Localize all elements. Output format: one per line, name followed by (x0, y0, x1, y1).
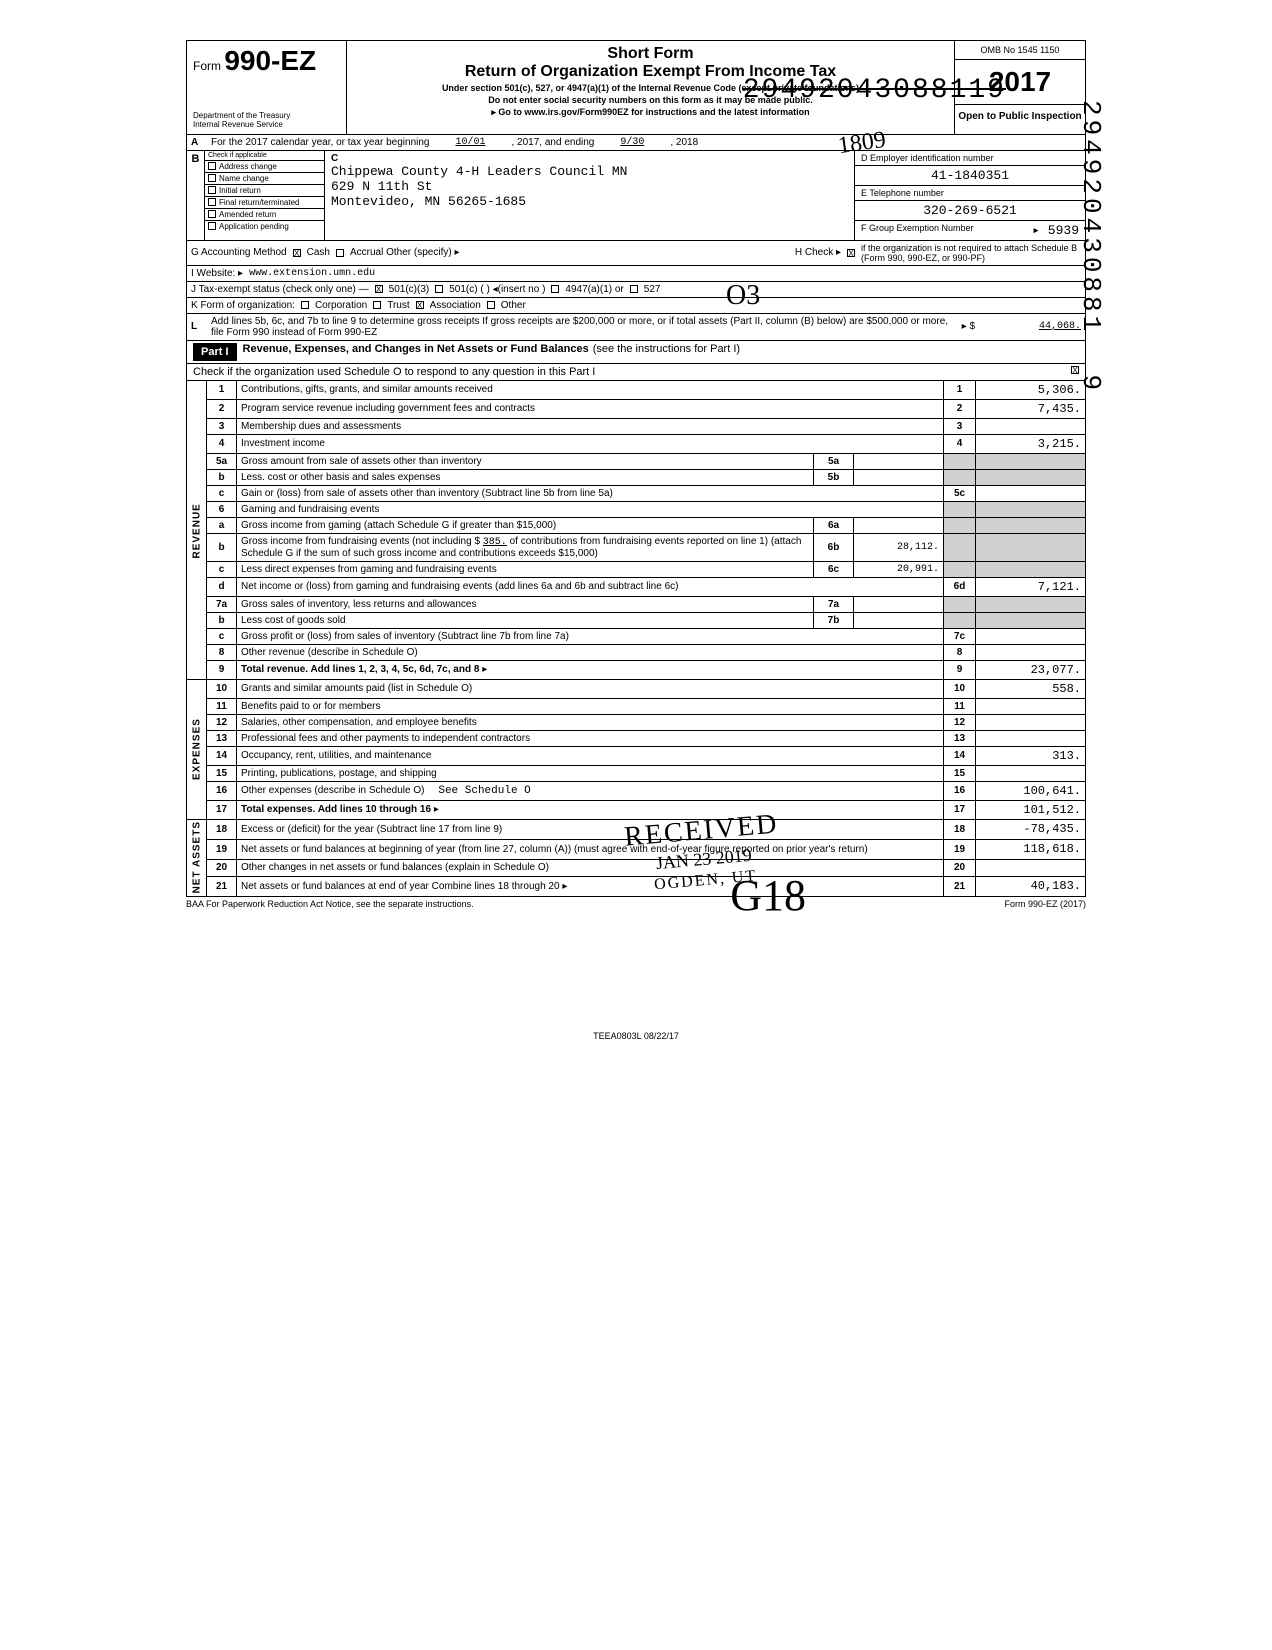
cb-accrual[interactable] (336, 249, 344, 257)
omb-number: OMB No 1545 1150 (955, 41, 1085, 60)
cb-application-pending[interactable]: Application pending (205, 221, 324, 232)
cb-501c[interactable] (435, 285, 443, 293)
line-14: 14Occupancy, rent, utilities, and mainte… (187, 746, 1086, 765)
line-18: NET ASSETS 18Excess or (deficit) for the… (187, 819, 1086, 839)
cb-corp[interactable] (301, 301, 309, 309)
group-exemption: F Group Exemption Number ▸ 5939 (855, 221, 1085, 240)
phone-value[interactable]: 320-269-6521 (855, 201, 1085, 221)
line-16: 16Other expenses (describe in Schedule O… (187, 781, 1086, 800)
right-info-block: D Employer identification number 41-1840… (855, 151, 1085, 240)
line-6c: cLess direct expenses from gaming and fu… (187, 561, 1086, 577)
line-15: 15Printing, publications, postage, and s… (187, 765, 1086, 781)
form-number: Form 990-EZ (193, 45, 340, 77)
line-12: 12Salaries, other compensation, and empl… (187, 714, 1086, 730)
line-6b: bGross income from fundraising events (n… (187, 533, 1086, 561)
title-short-form: Short Form (357, 45, 944, 63)
line-k: K Form of organization: Corporation Trus… (186, 298, 1086, 314)
part1-lines: REVENUE 1 Contributions, gifts, grants, … (186, 381, 1086, 897)
line-6d: dNet income or (loss) from gaming and fu… (187, 577, 1086, 596)
strikethrough-number: 29492043088119 (743, 75, 1006, 106)
cb-cash[interactable] (293, 249, 301, 257)
line-6a: aGross income from gaming (attach Schedu… (187, 517, 1086, 533)
line-2: 2Program service revenue including gover… (187, 399, 1086, 418)
line-4: 4Investment income43,215. (187, 434, 1086, 453)
line-20: 20Other changes in net assets or fund ba… (187, 859, 1086, 876)
line-l: L Add lines 5b, 6c, and 7b to line 9 to … (186, 314, 1086, 341)
line-3: 3Membership dues and assessments3 (187, 418, 1086, 434)
dept-label: Department of the Treasury Internal Reve… (193, 112, 340, 130)
year-end[interactable]: 9/30 (600, 137, 664, 148)
line-7a: 7aGross sales of inventory, less returns… (187, 596, 1086, 612)
line-6: 6Gaming and fundraising events (187, 501, 1086, 517)
line-g-h: G Accounting Method Cash Accrual Other (… (186, 241, 1086, 266)
org-name-block: C Chippewa County 4-H Leaders Council MN… (325, 151, 855, 240)
cb-initial-return[interactable]: Initial return (205, 185, 324, 197)
ein-label: D Employer identification number (855, 151, 1085, 166)
line-17: 17Total expenses. Add lines 10 through 1… (187, 800, 1086, 819)
org-name[interactable]: Chippewa County 4-H Leaders Council MN (331, 164, 848, 179)
cb-501c3[interactable] (375, 285, 383, 293)
line-5c: cGain or (loss) from sale of assets othe… (187, 485, 1086, 501)
org-addr2[interactable]: Montevideo, MN 56265-1685 (331, 194, 848, 209)
cb-527[interactable] (630, 285, 638, 293)
handwritten-g18: G18 (730, 870, 806, 921)
year-begin[interactable]: 10/01 (435, 137, 505, 148)
line-8: 8Other revenue (describe in Schedule O)8 (187, 644, 1086, 660)
header-left: Form 990-EZ Department of the Treasury I… (187, 41, 347, 134)
line-1: REVENUE 1 Contributions, gifts, grants, … (187, 381, 1086, 400)
line-a: A For the 2017 calendar year, or tax yea… (186, 135, 1086, 151)
line-19: 19Net assets or fund balances at beginni… (187, 839, 1086, 859)
teea-code: TEEA0803L 08/22/17 (186, 1031, 1086, 1041)
line-11: 11Benefits paid to or for members11 (187, 698, 1086, 714)
phone-label: E Telephone number (855, 186, 1085, 201)
org-addr1[interactable]: 629 N 11th St (331, 179, 848, 194)
line-21: 21Net assets or fund balances at end of … (187, 876, 1086, 896)
cb-schedule-b[interactable] (847, 249, 855, 257)
check-if-applicable: Check if applicable Address change Name … (205, 151, 325, 240)
line-7b: bLess cost of goods sold7b (187, 612, 1086, 628)
line-5b: bLess. cost or other basis and sales exp… (187, 469, 1086, 485)
footer: BAA For Paperwork Reduction Act Notice, … (186, 897, 1086, 911)
website-value[interactable]: www.extension.umn.edu (249, 268, 375, 279)
part-1-header: Part I Revenue, Expenses, and Changes in… (186, 341, 1086, 381)
line-13: 13Professional fees and other payments t… (187, 730, 1086, 746)
cb-name-change[interactable]: Name change (205, 173, 324, 185)
side-number: 294920430881 9 (1076, 100, 1106, 394)
line-i: I Website: ▸ www.extension.umn.edu (186, 266, 1086, 282)
line-j: J Tax-exempt status (check only one) — 5… (186, 282, 1086, 298)
line-5a: 5aGross amount from sale of assets other… (187, 453, 1086, 469)
line-10: EXPENSES 10Grants and similar amounts pa… (187, 679, 1086, 698)
cb-4947[interactable] (551, 285, 559, 293)
line-9: 9Total revenue. Add lines 1, 2, 3, 4, 5c… (187, 660, 1086, 679)
cb-amended-return[interactable]: Amended return (205, 209, 324, 221)
handwritten-o3: O3 (726, 280, 760, 312)
gross-receipts[interactable]: 44,068. (981, 321, 1081, 332)
form-page: 29492043088119 294920430881 9 Form 990-E… (186, 40, 1086, 1041)
line-7c: cGross profit or (loss) from sales of in… (187, 628, 1086, 644)
cb-final-return[interactable]: Final return/terminated (205, 197, 324, 209)
open-to-public: Open to Public Inspection (955, 105, 1085, 128)
ein-value[interactable]: 41-1840351 (855, 166, 1085, 186)
cb-address-change[interactable]: Address change (205, 161, 324, 173)
subtitle-3: ▸ Go to www.irs.gov/Form990EZ for instru… (357, 107, 944, 118)
cb-other[interactable] (487, 301, 495, 309)
identity-block: B Check if applicable Address change Nam… (186, 151, 1086, 241)
cb-assoc[interactable] (416, 301, 424, 309)
cb-trust[interactable] (373, 301, 381, 309)
